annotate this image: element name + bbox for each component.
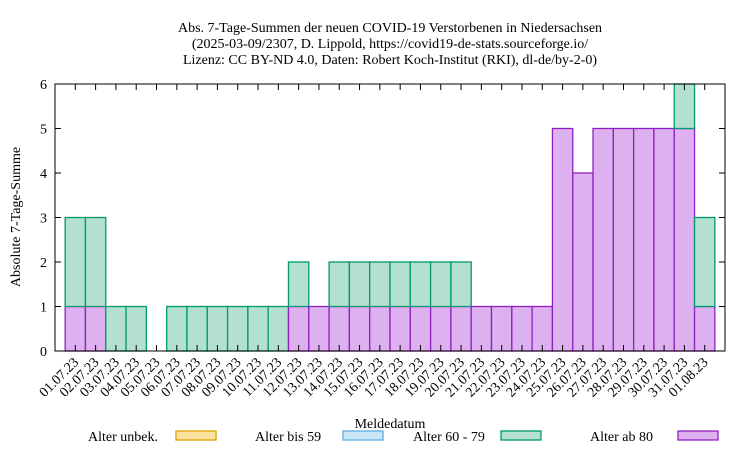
y-tick-label: 5 [40, 123, 47, 138]
bar-segment [84, 216, 107, 308]
bar-segment [64, 305, 87, 352]
chart-subtitle: Lizenz: CC BY-ND 4.0, Daten: Robert Koch… [183, 53, 597, 68]
y-tick-label: 1 [40, 301, 47, 316]
bar-segment [287, 261, 310, 308]
bar-segment [348, 305, 371, 352]
bar-segment [612, 127, 635, 352]
bar-segment [84, 305, 107, 352]
bar-segment [328, 305, 351, 352]
bar-segment [409, 261, 432, 308]
legend-label: Alter 60 - 79 [413, 430, 485, 445]
bar-segment [511, 305, 533, 352]
bar-segment [429, 305, 452, 352]
bar-segment [592, 127, 614, 352]
y-tick-label: 4 [40, 167, 47, 182]
bar-segment [653, 127, 675, 352]
bar-segment [572, 172, 594, 352]
y-tick-label: 6 [40, 78, 47, 93]
legend-swatch [677, 430, 719, 441]
bar-segment [206, 305, 229, 352]
bar-segment [693, 305, 716, 352]
bar-segment [267, 305, 290, 352]
chart-title: Abs. 7-Tage-Summen der neuen COVID-19 Ve… [178, 21, 602, 36]
bar-segment [369, 305, 391, 352]
chart-subtitle: (2025-03-09/2307, D. Lippold, https://co… [192, 37, 588, 52]
legend-label: Alter bis 59 [255, 430, 321, 445]
bar-segment [551, 127, 574, 352]
bar-segment [125, 305, 148, 352]
bar-segment [429, 261, 452, 308]
bar-segment [369, 261, 391, 308]
y-tick-label: 2 [40, 256, 47, 271]
bar-segment [328, 261, 351, 308]
legend-label: Alter unbek. [88, 430, 158, 445]
bar-segment [470, 305, 493, 352]
legend-swatch [500, 430, 542, 441]
bar-segment [450, 305, 472, 352]
bar-segment [531, 305, 554, 352]
bar-segment [632, 127, 655, 352]
bar-segment [247, 305, 269, 352]
bar-segment [287, 305, 310, 352]
bar-segment [389, 261, 411, 308]
bar-segment [490, 305, 513, 352]
plot-frame [54, 83, 726, 352]
bar-segment [226, 305, 249, 352]
legend-swatch [175, 430, 217, 441]
x-axis-label: Meldedatum [355, 417, 426, 432]
bar-segment [450, 261, 472, 308]
bar-segment [673, 127, 696, 352]
bar-segment [105, 305, 127, 352]
bar-segment [64, 216, 87, 308]
legend-label: Alter ab 80 [590, 430, 653, 445]
y-tick-label: 0 [40, 345, 47, 360]
y-tick-label: 3 [40, 212, 47, 227]
bar-segment [389, 305, 411, 352]
bar-segment [308, 305, 330, 352]
bar-segment [409, 305, 432, 352]
bar-segment [673, 83, 696, 130]
legend-swatch [342, 430, 384, 441]
bar-segment [186, 305, 208, 352]
bar-segment [348, 261, 371, 308]
y-axis-label: Absolute 7-Tage-Summe [9, 147, 24, 287]
bar-segment [693, 216, 716, 308]
bar-segment [166, 305, 188, 352]
